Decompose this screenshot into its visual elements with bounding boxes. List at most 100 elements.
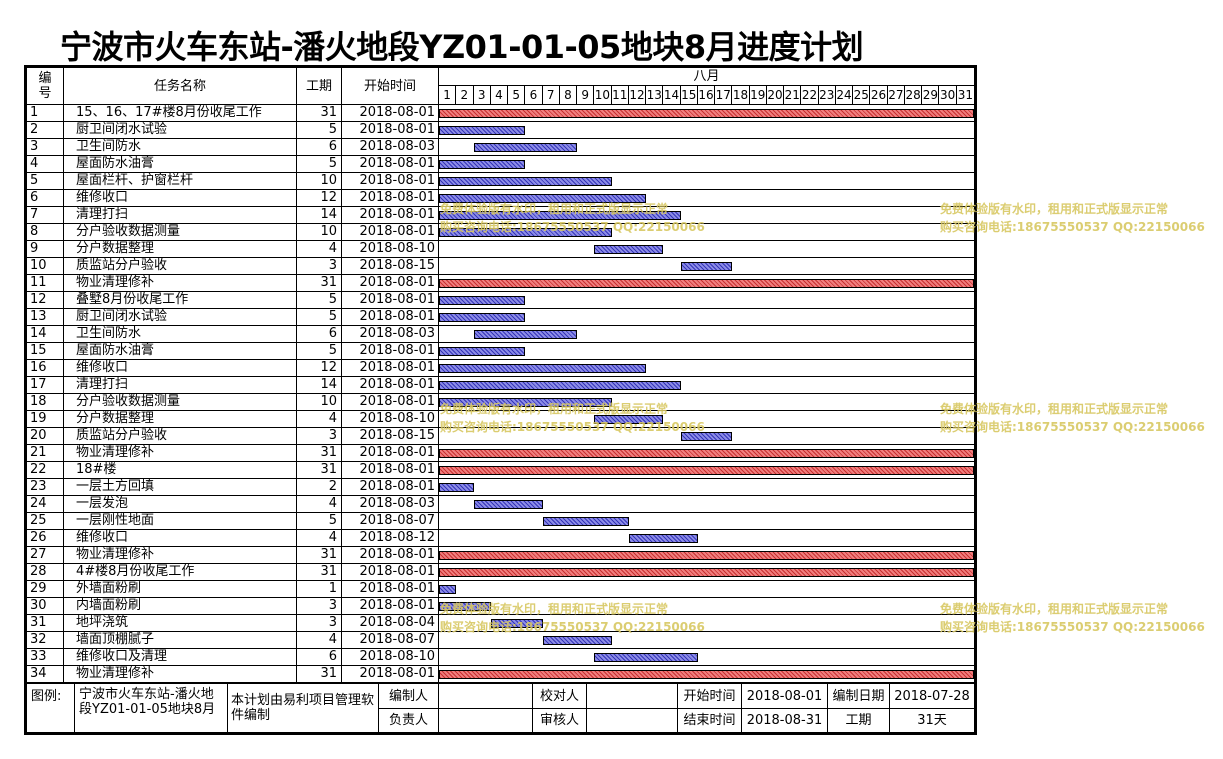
task-duration: 31 [297,275,342,292]
task-bar [680,262,733,271]
created-label: 编制日期 [828,684,890,709]
day-header-cell: 28 [905,86,923,104]
checker-label: 校对人 [533,684,587,709]
task-start: 2018-08-01 [342,173,439,190]
summary-bar [439,551,974,560]
task-start: 2018-08-01 [342,122,439,139]
task-id: 12 [27,292,64,309]
task-id: 8 [27,224,64,241]
task-bar [439,160,526,169]
task-duration: 31 [297,564,342,581]
task-name: 18#楼 [64,462,297,479]
task-bar [542,636,612,645]
summary-bar [439,568,974,577]
day-header-cell: 24 [836,86,854,104]
legend-label: 图例: [27,684,75,733]
gantt-row [439,173,974,190]
task-id: 34 [27,666,64,683]
task-start: 2018-08-01 [342,666,439,683]
task-duration: 14 [297,207,342,224]
gantt-row [439,360,974,377]
gantt-row [439,411,974,428]
summary-bar [439,670,974,679]
watermark-text: 购买咨询电话:18675550537 QQ:22150066 [440,220,705,234]
task-start: 2018-08-07 [342,513,439,530]
task-bar [439,483,474,492]
task-bar [439,177,612,186]
task-name: 清理打扫 [64,207,297,224]
summary-bar [439,109,974,118]
task-id: 24 [27,496,64,513]
gantt-row [439,598,974,615]
task-bar [439,228,612,237]
task-id: 29 [27,581,64,598]
task-id: 23 [27,479,64,496]
gantt-row [439,428,974,445]
task-name: 厨卫间闭水试验 [64,122,297,139]
gantt-row [439,666,974,683]
task-id: 3 [27,139,64,156]
task-bar [439,398,612,407]
task-id: 27 [27,547,64,564]
gantt-row [439,292,974,309]
task-start: 2018-08-03 [342,139,439,156]
day-header-cell: 18 [732,86,750,104]
watermark-text: 免费体验版有水印，租用和正式版显示正常 [440,202,669,216]
header-start: 开始时间 [342,68,439,105]
software-note: 本计划由易利项目管理软件编制 [228,684,379,733]
day-header-cell: 8 [560,86,578,104]
watermark-text: 免费体验版有水印，租用和正式版显示正常 [940,202,1169,216]
task-duration: 6 [297,326,342,343]
gantt-row [439,496,974,513]
owner-value [439,709,533,733]
task-name: 卫生间防水 [64,326,297,343]
task-id: 19 [27,411,64,428]
day-header-cell: 1 [439,86,457,104]
task-name: 外墙面粉刷 [64,581,297,598]
watermark-text: 免费体验版有水印，租用和正式版显示正常 [940,402,1169,416]
task-bar [439,381,681,390]
task-start: 2018-08-01 [342,190,439,207]
watermark-text: 购买咨询电话:18675550537 QQ:22150066 [940,420,1205,434]
task-bar [439,364,647,373]
day-header-cell: 7 [543,86,560,104]
task-name: 质监站分户验收 [64,428,297,445]
day-header-cell: 21 [784,86,802,104]
task-start: 2018-08-01 [342,156,439,173]
header-id: 编 号 [27,68,64,105]
task-duration: 31 [297,105,342,122]
task-duration: 6 [297,649,342,666]
task-start: 2018-08-10 [342,649,439,666]
day-header-cell: 4 [491,86,509,104]
reviewer-value [587,709,678,733]
task-name: 叠墅8月份收尾工作 [64,292,297,309]
day-header-cell: 20 [767,86,785,104]
task-start: 2018-08-01 [342,564,439,581]
day-header-cell: 2 [456,86,474,104]
task-id: 5 [27,173,64,190]
day-header-cell: 31 [957,88,973,102]
task-bar [594,653,698,662]
task-bar [439,211,681,220]
task-name: 分户验收数据测量 [64,394,297,411]
gantt-row [439,156,974,173]
task-id: 30 [27,598,64,615]
task-start: 2018-08-01 [342,224,439,241]
gantt-row [439,615,974,632]
task-name: 卫生间防水 [64,139,297,156]
task-start: 2018-08-10 [342,241,439,258]
gantt-row [439,224,974,241]
gantt-row [439,207,974,224]
task-duration: 4 [297,632,342,649]
gantt-row [439,649,974,666]
project-name: 宁波市火车东站-潘火地段YZ01-01-05地块8月 [75,684,228,733]
task-start: 2018-08-01 [342,445,439,462]
day-header-cell: 12 [629,86,647,104]
task-duration: 1 [297,581,342,598]
gantt-bars [439,105,974,683]
gantt-row [439,530,974,547]
task-start: 2018-08-01 [342,275,439,292]
watermark-text: 购买咨询电话:18675550537 QQ:22150066 [940,220,1205,234]
task-name: 物业清理修补 [64,275,297,292]
gantt-row [439,275,974,292]
